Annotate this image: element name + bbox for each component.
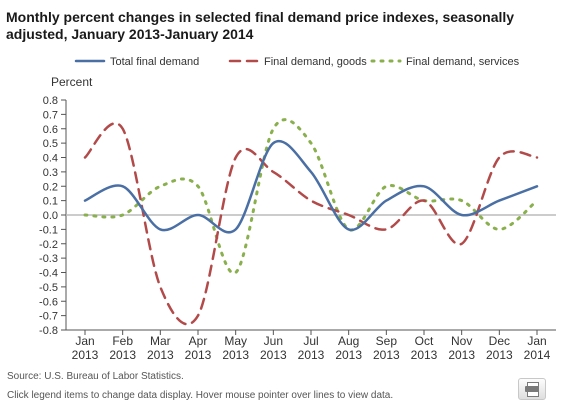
x-tick-label-year: 2013 — [109, 348, 136, 362]
y-tick-label: 0.0 — [43, 210, 58, 222]
x-tick-label-month: Mar — [150, 334, 171, 348]
y-tick-label: 0.6 — [43, 124, 58, 136]
y-tick-label: -0.1 — [39, 224, 58, 236]
x-tick-label-month: Sep — [376, 334, 398, 348]
chart-title: Monthly percent changes in selected fina… — [6, 9, 515, 42]
x-axis: Jan2013Feb2013Mar2013Apr2013May2013Jun20… — [66, 329, 556, 362]
x-tick-label-year: 2013 — [72, 348, 99, 362]
x-tick-label-year: 2013 — [335, 348, 362, 362]
legend-item-1[interactable]: Final demand, goods — [228, 56, 367, 68]
x-tick-label-month: Feb — [112, 334, 133, 348]
x-tick-label-month: Jun — [264, 334, 283, 348]
y-tick-label: 0.7 — [43, 109, 58, 121]
x-tick-label-month: May — [224, 334, 247, 348]
x-tick-label-month: Oct — [415, 334, 434, 348]
y-tick-label: 0.3 — [43, 167, 58, 179]
usage-hint: Click legend items to change data displa… — [7, 390, 394, 401]
x-tick-label-month: Jul — [303, 334, 318, 348]
y-tick-label: 0.8 — [43, 95, 58, 107]
x-tick-label-year: 2013 — [298, 348, 325, 362]
y-tick-label: -0.2 — [39, 239, 58, 251]
y-axis: 0.8 0.7 0.6 0.5 0.4 0.3 0.2 0.1 0.0 -0.1 -0.2 -0.3 -… — [39, 95, 67, 337]
legend-label: Final demand, services — [406, 56, 520, 68]
legend-item-2[interactable]: Final demand, services — [370, 56, 520, 68]
series-line-1[interactable] — [83, 122, 539, 326]
y-tick-label: -0.8 — [39, 325, 58, 337]
y-tick-label: -0.7 — [39, 311, 58, 323]
y-tick-label: 0.1 — [43, 196, 58, 208]
y-tick-label: -0.5 — [39, 282, 58, 294]
y-tick-label: 0.2 — [43, 181, 58, 193]
legend-label: Final demand, goods — [264, 56, 367, 68]
x-tick-label-year: 2013 — [260, 348, 287, 362]
x-tick-label-year: 2013 — [185, 348, 212, 362]
line-chart[interactable]: Total final demand Final demand, goods Fin… — [0, 0, 586, 370]
y-tick-label: 0.4 — [43, 153, 58, 165]
x-tick-label-year: 2013 — [373, 348, 400, 362]
x-tick-label-month: Dec — [489, 334, 510, 348]
x-tick-label-month: Jan — [75, 334, 94, 348]
y-tick-label: -0.4 — [39, 268, 58, 280]
x-tick-label-year: 2013 — [147, 348, 174, 362]
y-tick-label: -0.6 — [39, 296, 58, 308]
series-line-0[interactable] — [83, 139, 539, 234]
x-tick-label-year: 2013 — [448, 348, 475, 362]
x-tick-label-month: Nov — [451, 334, 472, 348]
x-tick-label-month: Apr — [189, 334, 208, 348]
x-tick-label-month: Aug — [338, 334, 359, 348]
print-button[interactable] — [518, 378, 546, 400]
x-tick-label-year: 2013 — [222, 348, 249, 362]
chart-legend[interactable]: Total final demand Final demand, goods Fin… — [74, 56, 520, 68]
x-tick-label-month: Jan — [527, 334, 546, 348]
series-line-2[interactable] — [83, 118, 539, 275]
legend-item-0[interactable]: Total final demand — [74, 56, 199, 68]
x-tick-label-year: 2013 — [411, 348, 438, 362]
x-tick-label-year: 2014 — [524, 348, 551, 362]
y-tick-label: -0.3 — [39, 253, 58, 265]
y-axis-label: Percent — [51, 75, 93, 89]
legend-label: Total final demand — [110, 56, 199, 68]
x-tick-label-year: 2013 — [486, 348, 513, 362]
y-tick-label: 0.5 — [43, 138, 58, 150]
source-note: Source: U.S. Bureau of Labor Statistics. — [7, 371, 184, 382]
plot-area[interactable] — [66, 118, 556, 326]
